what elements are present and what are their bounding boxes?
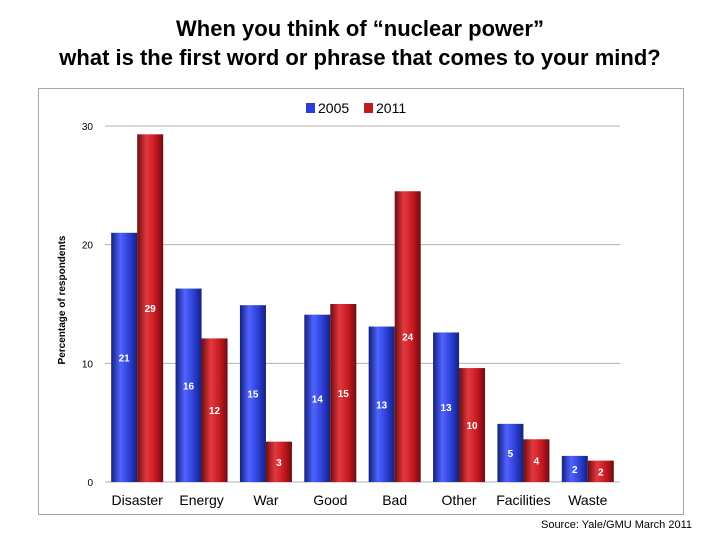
bar-2011-bad [394, 191, 421, 482]
y-tick-label: 10 [82, 359, 94, 370]
data-labels: 21 29 16 12 15 3 14 15 13 24 13 10 5 4 2 2 [119, 304, 604, 478]
bar-2011-good [330, 304, 357, 482]
bar-2005-good [304, 314, 331, 482]
bar-2011-waste [587, 460, 614, 482]
x-tick-label: Energy [179, 492, 223, 508]
x-tick-label: Facilities [496, 492, 550, 508]
legend-label-2005: 2005 [318, 100, 349, 116]
x-tick-label: War [253, 492, 278, 508]
bar-2005-other [433, 332, 460, 482]
bar-2005-war [239, 305, 266, 482]
bar-2011-energy [201, 338, 228, 482]
bar-2005-bad [368, 326, 395, 482]
x-tick-label: Disaster [112, 492, 164, 508]
y-axis-label: Percentage of respondents [57, 235, 68, 364]
bars [111, 134, 614, 482]
data-label-2005-other: 13 [441, 403, 453, 414]
y-tick-label: 0 [87, 478, 93, 489]
bar-2005-waste [561, 455, 588, 482]
y-axis-ticks: 0 10 20 30 [82, 122, 94, 489]
data-label-2005-waste: 2 [572, 465, 578, 476]
data-label-2011-other: 10 [467, 421, 479, 432]
bar-2005-energy [175, 288, 202, 482]
bar-2011-other [459, 368, 486, 482]
data-label-2011-bad: 24 [402, 333, 414, 344]
legend-swatch-2005 [306, 103, 315, 113]
chart-title: When you think of “nuclear power” what i… [0, 14, 720, 72]
legend-swatch-2011 [364, 103, 373, 113]
data-label-2011-energy: 12 [209, 406, 221, 417]
bar-2011-disaster [137, 134, 164, 482]
data-label-2005-facilities: 5 [508, 449, 514, 460]
x-tick-label: Bad [382, 492, 407, 508]
data-label-2005-war: 15 [247, 390, 259, 401]
x-axis-ticks: Disaster Energy War Good Bad Other Facilities W… [112, 492, 608, 508]
bar-2011-facilities [523, 439, 550, 482]
data-label-2005-good: 14 [312, 394, 324, 405]
x-tick-label: Other [442, 492, 477, 508]
data-label-2005-disaster: 21 [119, 353, 131, 364]
data-label-2011-waste: 2 [598, 467, 604, 478]
chart-title-line-2: what is the first word or phrase that co… [59, 45, 661, 70]
bar-2005-facilities [497, 423, 524, 482]
x-tick-label: Waste [568, 492, 607, 508]
chart-title-line-1: When you think of “nuclear power” [176, 16, 544, 41]
source-note: Source: Yale/GMU March 2011 [540, 519, 692, 531]
data-label-2011-war: 3 [276, 458, 282, 469]
y-tick-label: 30 [82, 122, 94, 133]
y-tick-label: 20 [82, 241, 94, 252]
data-label-2011-facilities: 4 [534, 457, 540, 468]
data-label-2011-disaster: 29 [145, 304, 157, 315]
legend: 2005 2011 [306, 100, 406, 116]
legend-label-2011: 2011 [376, 100, 406, 116]
bar-2005-disaster [111, 232, 138, 482]
chart-frame [38, 88, 684, 515]
x-tick-label: Good [313, 492, 347, 508]
data-label-2011-good: 15 [338, 389, 350, 400]
data-label-2005-energy: 16 [183, 381, 195, 392]
bar-2011-war [265, 441, 292, 482]
data-label-2005-bad: 13 [376, 400, 388, 411]
